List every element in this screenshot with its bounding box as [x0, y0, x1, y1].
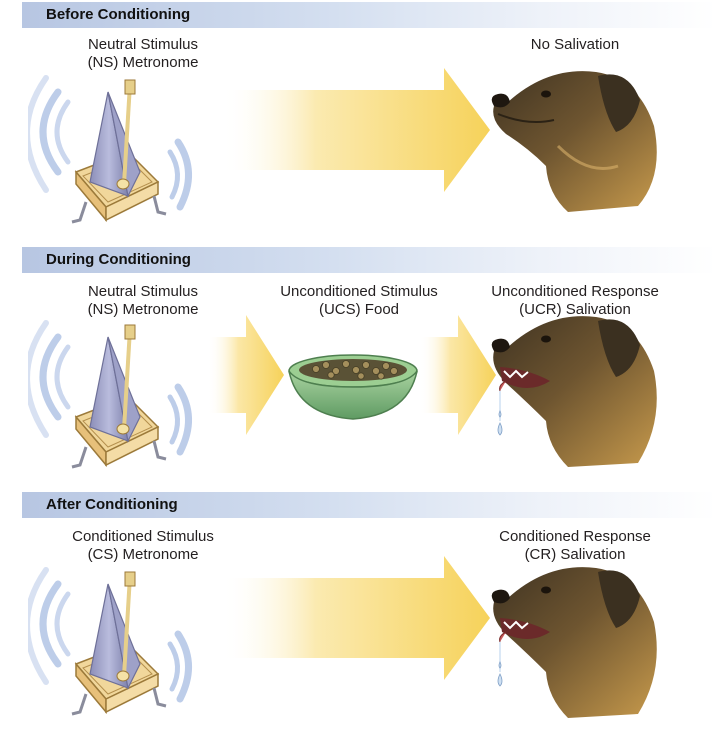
section-header-bar: During Conditioning	[22, 247, 716, 273]
no-salivation-label: No Salivation	[530, 36, 620, 53]
sound-wave-icon	[28, 567, 192, 703]
short-arrow	[420, 315, 496, 435]
panel-during-conditioning: During Conditioning Neutral Stimulus (NS…	[0, 245, 716, 490]
unconditioned-response-label: Unconditioned Response (UCR) Salivation	[491, 283, 659, 318]
long-arrow	[222, 556, 490, 680]
salivating-dog-illustration	[491, 316, 657, 467]
neutral-stimulus-label: Neutral Stimulus (NS) Metronome	[87, 283, 199, 318]
sound-wave-icon	[28, 320, 192, 456]
sound-wave-icon	[28, 75, 192, 211]
section-header-title: Before Conditioning	[46, 6, 191, 23]
section-header-bar: Before Conditioning	[22, 2, 716, 28]
long-arrow	[222, 68, 490, 192]
panel-before-conditioning: Before Conditioning Neutral Stimulus (NS…	[0, 0, 716, 245]
metronome-illustration	[28, 320, 192, 469]
section-header-title: After Conditioning	[46, 496, 178, 513]
saliva-drop-icon	[497, 391, 503, 436]
food-bowl-illustration	[288, 354, 418, 420]
metronome-illustration	[28, 75, 192, 224]
short-arrow	[208, 315, 284, 435]
section-header-bar: After Conditioning	[22, 492, 716, 518]
neutral-stimulus-label: Neutral Stimulus (NS) Metronome	[87, 36, 199, 71]
metronome-illustration	[28, 567, 192, 716]
dog-head-illustration	[491, 71, 657, 212]
salivating-dog-illustration	[491, 567, 657, 718]
unconditioned-stimulus-label: Unconditioned Stimulus (UCS) Food	[280, 283, 438, 318]
saliva-drop-icon	[497, 642, 503, 687]
conditioned-stimulus-label: Conditioned Stimulus (CS) Metronome	[72, 528, 214, 563]
conditioned-response-label: Conditioned Response (CR) Salivation	[499, 528, 651, 563]
section-header-title: During Conditioning	[46, 251, 191, 268]
panel-after-conditioning: After Conditioning Conditioned Stimulus …	[0, 490, 716, 749]
